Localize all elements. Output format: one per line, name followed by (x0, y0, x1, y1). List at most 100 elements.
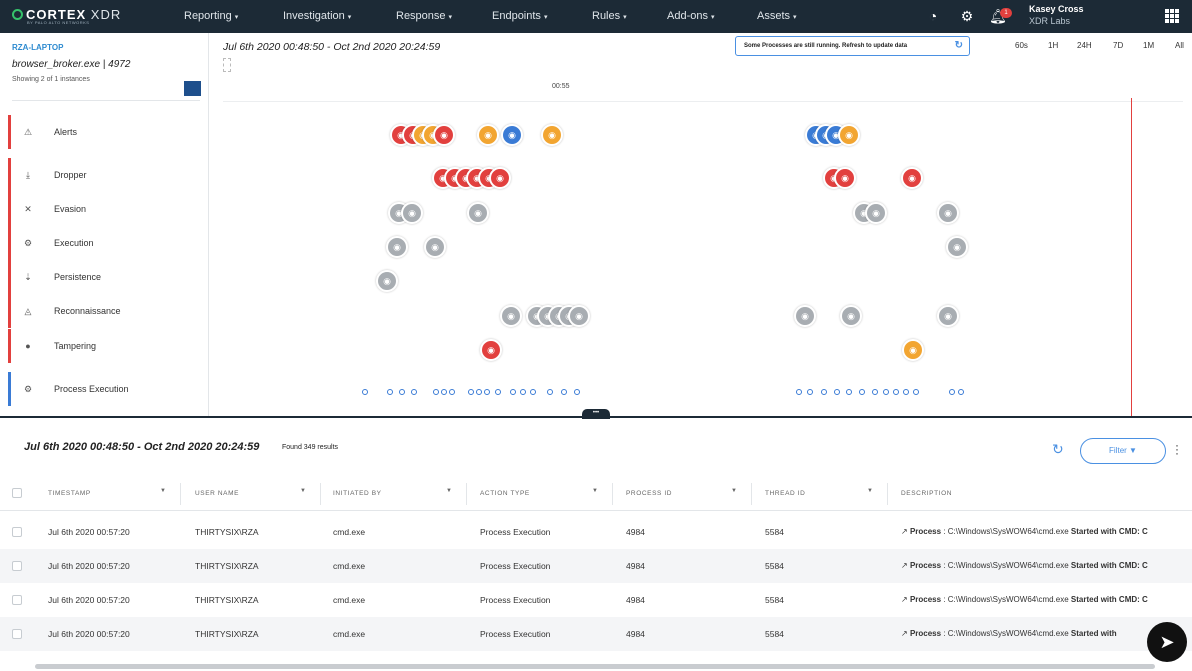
process-event-dot[interactable] (433, 389, 439, 395)
row-dropper[interactable]: ⤓ Dropper (0, 158, 208, 192)
zoom-1m[interactable]: 1M (1143, 41, 1155, 50)
help-icon[interactable]: ◔ (928, 8, 938, 24)
timeline-event-icon[interactable]: ◉ (401, 202, 423, 224)
process-event-dot[interactable] (574, 389, 580, 395)
process-event-dot[interactable] (411, 389, 417, 395)
host-name[interactable]: RZA-LAPTOP (12, 43, 64, 52)
process-event-dot[interactable] (520, 389, 526, 395)
process-event-dot[interactable] (530, 389, 536, 395)
process-event-dot[interactable] (834, 389, 840, 395)
process-event-dot[interactable] (949, 389, 955, 395)
table-row[interactable]: Jul 6th 2020 00:57:20 THIRTYSIX\RZA cmd.… (0, 549, 1192, 583)
process-event-dot[interactable] (958, 389, 964, 395)
select-all-checkbox[interactable] (12, 488, 22, 498)
timeline-scroll-handle[interactable] (223, 58, 231, 72)
timeline-event-icon[interactable]: ◉ (937, 305, 959, 327)
nav-assets[interactable]: Assets ▾ (757, 10, 797, 22)
column-filter-icon[interactable]: ▼ (300, 488, 306, 494)
process-event-dot[interactable] (883, 389, 889, 395)
process-event-dot[interactable] (796, 389, 802, 395)
cortex-logo[interactable]: CORTEX XDR (12, 7, 121, 22)
zoom-60s[interactable]: 60s (1015, 41, 1028, 50)
nav-add-ons[interactable]: Add-ons ▾ (667, 10, 715, 22)
timeline-event-icon[interactable]: ◉ (865, 202, 887, 224)
row-execution[interactable]: ⚙ Execution (0, 226, 208, 260)
timeline-event-icon[interactable]: ◉ (834, 167, 856, 189)
process-event-dot[interactable] (859, 389, 865, 395)
timeline-event-icon[interactable]: ◉ (838, 124, 860, 146)
process-event-dot[interactable] (468, 389, 474, 395)
column-header[interactable]: TIMESTAMP (48, 490, 91, 497)
column-header[interactable]: INITIATED BY (333, 490, 382, 497)
timeline-event-icon[interactable]: ◉ (794, 305, 816, 327)
timeline-event-icon[interactable]: ◉ (568, 305, 590, 327)
timeline-event-icon[interactable]: ◉ (902, 339, 924, 361)
process-event-dot[interactable] (484, 389, 490, 395)
column-header[interactable]: USER NAME (195, 490, 240, 497)
timeline-event-icon[interactable]: ◉ (424, 236, 446, 258)
filter-button[interactable]: Filter ▼ (1080, 438, 1166, 464)
timeline-event-icon[interactable]: ◉ (501, 124, 523, 146)
timeline-event-icon[interactable]: ◉ (541, 124, 563, 146)
zoom-7d[interactable]: 7D (1113, 41, 1124, 50)
row-persistence[interactable]: ⇣ Persistence (0, 260, 208, 294)
column-header[interactable]: PROCESS ID (626, 490, 673, 497)
column-header[interactable]: ACTION TYPE (480, 490, 530, 497)
timeline-event-icon[interactable]: ◉ (840, 305, 862, 327)
row-alerts[interactable]: ⚠ Alerts (0, 115, 208, 149)
nav-investigation[interactable]: Investigation ▾ (283, 10, 352, 22)
process-event-dot[interactable] (913, 389, 919, 395)
row-checkbox[interactable] (12, 595, 22, 605)
chat-assistant-button[interactable]: ➤ (1147, 622, 1187, 662)
zoom-24h[interactable]: 24H (1077, 41, 1092, 50)
horizontal-scrollbar[interactable] (35, 664, 1155, 669)
row-evasion[interactable]: ✕ Evasion (0, 192, 208, 226)
process-event-dot[interactable] (821, 389, 827, 395)
nav-rules[interactable]: Rules ▾ (592, 10, 627, 22)
nav-reporting[interactable]: Reporting ▾ (184, 10, 239, 22)
process-event-dot[interactable] (510, 389, 516, 395)
gear-icon[interactable]: ⚙ (960, 8, 974, 24)
row-checkbox[interactable] (12, 629, 22, 639)
process-event-dot[interactable] (387, 389, 393, 395)
zoom-1h[interactable]: 1H (1048, 41, 1059, 50)
process-event-dot[interactable] (441, 389, 447, 395)
timeline-event-icon[interactable]: ◉ (500, 305, 522, 327)
process-event-dot[interactable] (399, 389, 405, 395)
process-event-dot[interactable] (872, 389, 878, 395)
process-event-dot[interactable] (807, 389, 813, 395)
row-reconnaissance[interactable]: ◬ Reconnaissance (0, 294, 208, 328)
refresh-icon[interactable]: ↻ (954, 40, 963, 51)
column-filter-icon[interactable]: ▼ (446, 488, 452, 494)
row-checkbox[interactable] (12, 561, 22, 571)
refresh-notice[interactable]: Some Processes are still running. Refres… (735, 36, 970, 56)
timeline-event-icon[interactable]: ◉ (376, 270, 398, 292)
timeline-event-icon[interactable]: ◉ (937, 202, 959, 224)
zoom-all[interactable]: All (1175, 41, 1184, 50)
column-filter-icon[interactable]: ▼ (592, 488, 598, 494)
row-process-execution[interactable]: ⚙ Process Execution (0, 372, 208, 406)
timeline-event-icon[interactable]: ◉ (467, 202, 489, 224)
column-header[interactable]: DESCRIPTION (901, 490, 953, 497)
column-filter-icon[interactable]: ▼ (867, 488, 873, 494)
process-event-dot[interactable] (476, 389, 482, 395)
nav-response[interactable]: Response ▾ (396, 10, 453, 22)
process-event-dot[interactable] (495, 389, 501, 395)
process-event-dot[interactable] (561, 389, 567, 395)
user-name[interactable]: Kasey Cross (1029, 4, 1084, 14)
timeline-event-icon[interactable]: ◉ (477, 124, 499, 146)
refresh-results-icon[interactable]: ↻ (1052, 441, 1064, 457)
process-event-dot[interactable] (449, 389, 455, 395)
timeline-event-icon[interactable]: ◉ (386, 236, 408, 258)
expand-button[interactable] (184, 81, 201, 96)
column-filter-icon[interactable]: ▼ (731, 488, 737, 494)
nav-endpoints[interactable]: Endpoints ▾ (492, 10, 548, 22)
timeline-event-icon[interactable]: ◉ (901, 167, 923, 189)
timeline-event-icon[interactable]: ◉ (480, 339, 502, 361)
more-options-icon[interactable]: · · · (1175, 438, 1179, 460)
timeline-event-icon[interactable]: ◉ (946, 236, 968, 258)
table-row[interactable]: Jul 6th 2020 00:57:20 THIRTYSIX\RZA cmd.… (0, 583, 1192, 617)
timeline-event-icon[interactable]: ◉ (489, 167, 511, 189)
apps-grid-icon[interactable] (1165, 9, 1179, 23)
column-filter-icon[interactable]: ▼ (160, 488, 166, 494)
